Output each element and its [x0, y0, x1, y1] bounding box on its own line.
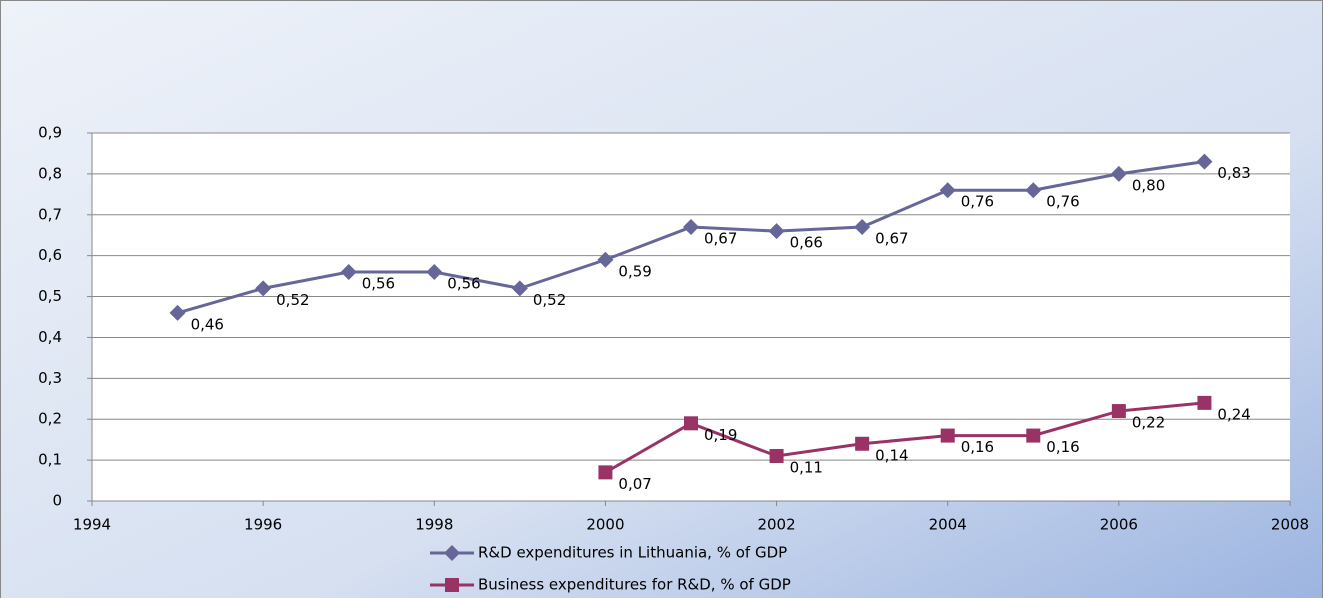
marker [169, 304, 186, 321]
plot-area [92, 133, 1290, 501]
y-tick-label: 0,1 [38, 451, 62, 469]
marker [684, 416, 698, 431]
marker [511, 280, 528, 297]
data-label: 0,11 [790, 459, 823, 477]
marker [855, 436, 870, 451]
data-label: 0,16 [961, 438, 994, 456]
legend-label: R&D expenditures in Lithuania, % of GDP [478, 544, 787, 562]
y-tick-label: 0,9 [38, 124, 62, 142]
legend-label: Business expenditures for R&D, % of GDP [478, 576, 791, 594]
marker [939, 182, 956, 199]
marker [1197, 395, 1212, 410]
data-label: 0,67 [875, 230, 908, 248]
marker [598, 465, 613, 480]
x-tick-label: 1996 [244, 516, 282, 534]
legend-marker [445, 578, 459, 592]
series-line [604, 401, 1205, 474]
marker [426, 264, 443, 281]
y-tick-label: 0,8 [38, 164, 62, 182]
marker [1025, 182, 1042, 199]
data-label: 0,80 [1132, 176, 1165, 194]
marker [683, 219, 699, 236]
marker [597, 251, 614, 268]
data-label: 0,67 [704, 230, 737, 248]
marker [854, 219, 871, 236]
marker [1026, 428, 1041, 443]
data-label: 0,76 [1046, 193, 1079, 211]
y-tick-label: 0 [52, 492, 62, 510]
y-tick-label: 0,4 [38, 328, 62, 346]
marker [769, 449, 784, 464]
data-label: 0,56 [362, 275, 395, 293]
data-label: 0,22 [1132, 414, 1165, 432]
x-tick-label: 2000 [586, 516, 624, 534]
marker [1110, 165, 1127, 182]
marker [255, 280, 272, 297]
data-label: 0,14 [875, 446, 908, 464]
data-label: 0,83 [1217, 164, 1250, 182]
data-label: 0,52 [533, 291, 566, 309]
x-tick-label: 2006 [1100, 516, 1138, 534]
x-tick-label: 2002 [757, 516, 795, 534]
x-tick-label: 2004 [929, 516, 967, 534]
data-label: 0,19 [704, 426, 737, 444]
data-label: 0,52 [276, 291, 309, 309]
y-tick-label: 0,7 [38, 205, 62, 223]
x-tick-label: 1998 [415, 516, 453, 534]
y-tick-label: 0,3 [38, 369, 62, 387]
y-tick-label: 0,6 [38, 246, 62, 264]
data-label: 0,76 [961, 193, 994, 211]
marker [340, 264, 357, 281]
data-label: 0,07 [618, 475, 651, 493]
data-label: 0,46 [191, 315, 224, 333]
data-label: 0,16 [1046, 438, 1079, 456]
data-label: 0,56 [447, 275, 480, 293]
x-tick-label: 2008 [1271, 516, 1309, 534]
marker [1196, 153, 1213, 170]
data-label: 0,24 [1217, 405, 1250, 423]
y-tick-label: 0,5 [38, 287, 62, 305]
x-tick-label: 1994 [73, 516, 111, 534]
marker [1111, 404, 1126, 419]
y-tick-label: 0,2 [38, 410, 62, 428]
marker [940, 428, 955, 443]
data-label: 0,59 [618, 262, 651, 280]
marker [768, 223, 785, 240]
data-label: 0,66 [790, 234, 823, 252]
legend-marker [444, 545, 460, 561]
